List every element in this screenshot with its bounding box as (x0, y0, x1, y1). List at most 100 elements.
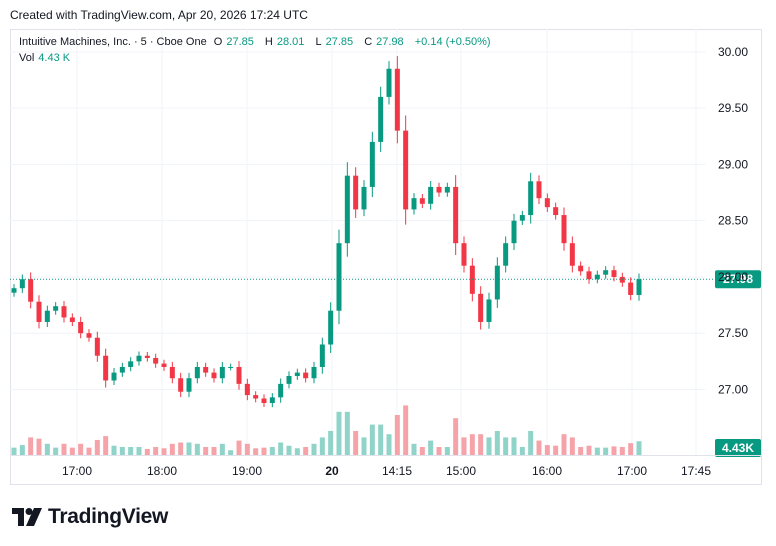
high-label: H (264, 36, 273, 48)
volume-bar (444, 447, 450, 455)
candle-body (578, 265, 584, 272)
volume-bar (369, 424, 375, 455)
volume-bar (153, 447, 159, 455)
candle-body (569, 243, 575, 266)
candle-body (153, 357, 159, 364)
volume-bar (594, 447, 600, 455)
volume-bar (636, 441, 642, 455)
time-tick-label: 14:15 (382, 464, 412, 478)
candle-body (528, 181, 534, 216)
candle-body (619, 276, 625, 283)
candle-body (494, 265, 500, 300)
candle-body (628, 282, 634, 295)
volume-bar (311, 443, 317, 455)
volume-bar (194, 443, 200, 455)
volume-bar (353, 431, 359, 455)
candle-body (161, 363, 167, 367)
candle-body (219, 366, 225, 379)
volume-bar (511, 437, 517, 455)
candle-body (236, 366, 242, 384)
volume-bars (11, 405, 642, 455)
candle-body (28, 279, 34, 302)
volume-bar (428, 440, 434, 455)
volume-bar (169, 443, 175, 455)
candle-body (378, 96, 384, 142)
candle-body (503, 243, 509, 266)
volume-value: 4.43 K (38, 52, 71, 64)
volume-badge-label: 4.43K (722, 441, 754, 455)
candle-body (169, 366, 175, 379)
volume-bar (386, 434, 392, 455)
candle-body (469, 265, 475, 294)
low-value: 27.85 (325, 36, 354, 48)
volume-bar (61, 443, 67, 455)
volume-bar (378, 424, 384, 455)
candle-body (344, 175, 350, 244)
price-tick-label: 29.00 (718, 157, 748, 171)
volume-bar (561, 434, 567, 455)
volume-bar (119, 447, 125, 455)
volume-bar (69, 447, 75, 455)
candle-body (286, 375, 292, 384)
volume-bar (494, 431, 500, 455)
candle-body (553, 207, 559, 216)
candle-body (69, 317, 75, 322)
volume-bar (211, 447, 217, 455)
volume-bar (469, 434, 475, 455)
brand-name: TradingView (48, 505, 169, 528)
time-tick-label: 15:00 (446, 464, 476, 478)
volume-bar (478, 434, 484, 455)
candle-body (561, 215, 567, 244)
symbol-label: Intuitive Machines, Inc. · 5 · Cboe One (19, 36, 207, 48)
volume-badge (715, 439, 761, 457)
high-value: 28.01 (276, 36, 305, 48)
candle-body (228, 366, 234, 368)
volume-bar (344, 411, 350, 455)
candle-body (353, 175, 359, 210)
volume-bar (186, 442, 192, 455)
candle-body (78, 321, 84, 334)
tradingview-logo[interactable]: TradingView (12, 505, 168, 529)
volume-bar (553, 445, 559, 455)
candle-body (253, 395, 259, 399)
volume-bar (244, 443, 250, 455)
volume-bar (528, 431, 534, 455)
volume-bar (303, 447, 309, 455)
candle-body (544, 198, 550, 208)
volume-label: Vol (19, 52, 35, 64)
price-tick-label: 27.50 (718, 326, 748, 340)
volume-bar (261, 447, 267, 455)
candle-body (361, 186, 367, 210)
volume-bar (253, 448, 259, 455)
tradingview-logo-icon (12, 508, 42, 526)
volume-bar (578, 447, 584, 455)
volume-bar (228, 450, 234, 455)
volume-bar (286, 445, 292, 455)
chart-frame (10, 29, 762, 485)
volume-bar (394, 415, 400, 455)
candle-body (244, 383, 250, 396)
candle-body (178, 378, 184, 392)
created-with-caption: Created with TradingView.com, Apr 20, 20… (10, 8, 308, 22)
candle-body (336, 243, 342, 311)
time-tick-label: 19:00 (232, 464, 262, 478)
candlestick-chart[interactable]: 27.98 30.00 29.50 29.00 28.50 28.00 27.50 27.00… (10, 29, 762, 485)
volume-bar (361, 437, 367, 455)
candle-body (328, 310, 334, 345)
candle-body (311, 366, 317, 379)
candle-body (486, 299, 492, 322)
candle-body (94, 337, 100, 356)
time-tick-label: 16:00 (532, 464, 562, 478)
chart-grid (10, 29, 705, 455)
candle-body (419, 198, 425, 204)
candle-body (119, 366, 125, 373)
volume-bar (94, 439, 100, 455)
volume-bar (136, 447, 142, 455)
volume-bar (603, 447, 609, 455)
volume-bar (178, 442, 184, 455)
candle-body (594, 274, 600, 280)
close-label: C (364, 36, 373, 48)
volume-bar (569, 437, 575, 455)
volume-bar (453, 418, 459, 455)
volume-bar (269, 447, 275, 455)
